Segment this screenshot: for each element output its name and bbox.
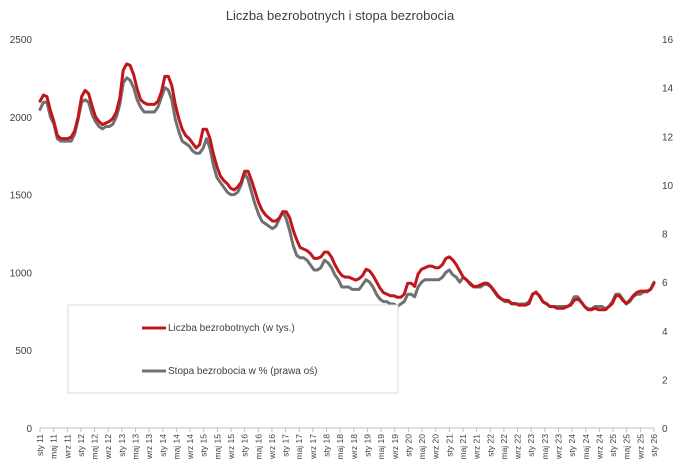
x-axis-tick-9: sty 14 (158, 434, 168, 457)
right-axis-tick-2: 4 (662, 327, 668, 338)
x-axis-tick-31: maj 21 (458, 434, 468, 460)
right-axis-tick-8: 16 (662, 35, 674, 46)
x-axis-tick-38: wrz 23 (553, 434, 563, 460)
x-axis-tick-1: maj 11 (49, 434, 59, 459)
left-axis-tick-2: 1000 (10, 268, 33, 279)
x-axis-tick-21: sty 18 (322, 434, 332, 457)
x-axis-tick-8: wrz 13 (144, 434, 154, 460)
x-axis-tick-18: sty 17 (281, 434, 291, 457)
legend-box (67, 304, 399, 394)
x-axis-tick-3: sty 12 (76, 434, 86, 457)
left-y-axis: 0 500 1000 1500 2000 2500 (10, 35, 33, 435)
x-axis-tick-6: sty 13 (117, 434, 127, 457)
x-axis-tick-39: sty 24 (567, 434, 577, 457)
series-line-unemployed (38, 62, 656, 312)
x-axis-tick-20: wrz 17 (308, 434, 318, 460)
x-axis-tick-24: sty 19 (362, 434, 372, 457)
legend: Liczba bezrobotnych (w tys.) Stopa bezro… (67, 304, 399, 394)
x-axis-tick-15: sty 16 (240, 434, 250, 457)
x-axis-tick-14: wrz 15 (226, 434, 236, 460)
x-axis-tick-13: maj 15 (212, 434, 222, 460)
x-axis-tick-12: sty 15 (199, 434, 209, 457)
x-axis-tick-23: wrz 18 (349, 434, 359, 460)
right-axis-tick-7: 14 (662, 84, 674, 95)
x-axis-tick-32: wrz 21 (472, 434, 482, 460)
legend-label-unemployed: Liczba bezrobotnych (w tys.) (168, 323, 295, 334)
right-y-axis: 0 2 4 6 8 10 12 14 16 (662, 35, 674, 435)
x-axis: sty 11 maj 11 wrz 11 sty 12 maj 12 wrz 12 sty … (35, 427, 659, 460)
series-layer (38, 62, 656, 312)
right-axis-tick-1: 2 (662, 375, 668, 386)
x-axis-tick-42: sty 25 (608, 434, 618, 457)
left-axis-tick-1: 500 (15, 346, 32, 357)
x-axis-tick-36: sty 23 (526, 434, 536, 457)
right-axis-tick-0: 0 (662, 424, 668, 435)
x-axis-tick-30: sty 21 (444, 434, 454, 457)
x-axis-tick-4: maj 12 (90, 434, 100, 460)
x-axis-tick-7: maj 13 (131, 434, 141, 460)
left-axis-tick-0: 0 (26, 424, 32, 435)
x-axis-tick-37: maj 23 (540, 434, 550, 460)
x-axis-tick-33: sty 22 (485, 434, 495, 457)
x-axis-tick-11: wrz 14 (185, 434, 195, 460)
x-axis-tick-25: maj 19 (376, 434, 386, 460)
x-axis-tick-27: sty 20 (403, 434, 413, 457)
x-axis-tick-10: maj 14 (171, 434, 181, 460)
x-axis-tick-5: wrz 12 (103, 434, 113, 460)
x-axis-tick-2: wrz 11 (62, 434, 72, 460)
x-axis-tick-16: maj 16 (253, 434, 263, 460)
x-axis-tick-40: maj 24 (581, 434, 591, 460)
left-axis-tick-5: 2500 (10, 35, 33, 46)
right-axis-tick-4: 8 (662, 230, 668, 241)
right-axis-tick-6: 12 (662, 132, 674, 143)
x-axis-tick-29: wrz 20 (431, 434, 441, 460)
x-axis-tick-22: maj 18 (335, 434, 345, 460)
x-axis-tick-19: maj 17 (294, 434, 304, 460)
x-axis-tick-0: sty 11 (35, 434, 45, 456)
right-axis-tick-3: 6 (662, 278, 668, 289)
x-axis-tick-28: maj 20 (417, 434, 427, 460)
right-axis-tick-5: 10 (662, 181, 674, 192)
chart-title: Liczba bezrobotnych i stopa bezrobocia (226, 8, 455, 23)
x-axis-tick-17: wrz 16 (267, 434, 277, 460)
x-axis-tick-35: wrz 22 (513, 434, 523, 460)
x-axis-tick-44: wrz 25 (635, 434, 645, 460)
x-axis-tick-26: wrz 19 (390, 434, 400, 460)
x-axis-tick-43: maj 25 (622, 434, 632, 460)
left-axis-tick-3: 1500 (10, 191, 33, 202)
x-axis-tick-45: sty 26 (649, 434, 659, 457)
x-axis-tick-41: wrz 24 (594, 434, 604, 460)
left-axis-tick-4: 2000 (10, 113, 33, 124)
legend-label-rate: Stopa bezrobocia w % (prawa oś) (168, 366, 318, 377)
series-line-rate (38, 76, 656, 311)
x-axis-tick-34: maj 22 (499, 434, 509, 460)
